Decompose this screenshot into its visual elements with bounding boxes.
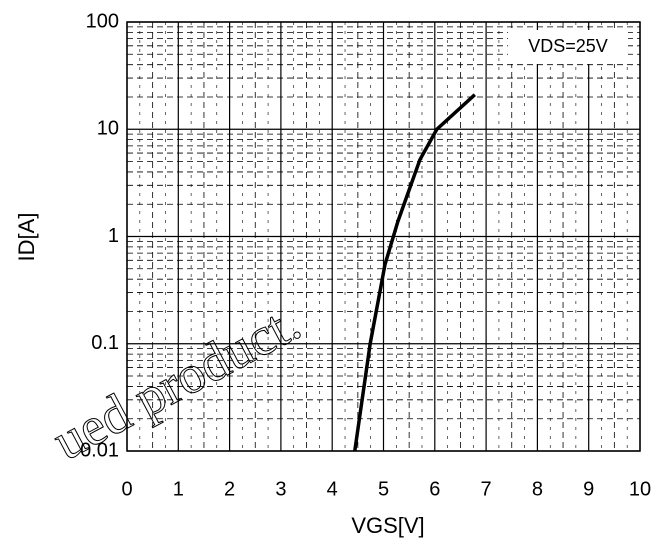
watermark: ued product.: [43, 292, 309, 472]
x-tick-label: 0: [121, 478, 132, 500]
y-axis-label: ID[A]: [14, 213, 39, 262]
x-tick-label: 5: [378, 478, 389, 500]
x-tick-label: 8: [532, 478, 543, 500]
x-axis-label: VGS[V]: [351, 513, 424, 538]
annotation: VDS=25V: [528, 36, 608, 56]
x-tick-label: 1: [173, 478, 184, 500]
annotation-box: [508, 30, 628, 64]
plot-frame: [126, 21, 641, 452]
x-tick-label: 9: [583, 478, 594, 500]
x-tick-label: 2: [224, 478, 235, 500]
x-tick-label: 7: [481, 478, 492, 500]
x-tick-label: 4: [327, 478, 338, 500]
y-tick-label: 1: [108, 225, 119, 247]
data-line: [353, 93, 476, 452]
x-tick-label: 3: [275, 478, 286, 500]
y-tick-label: 100: [86, 10, 119, 32]
y-tick-label: 10: [97, 118, 119, 140]
x-tick-label: 6: [429, 478, 440, 500]
x-tick-label: 10: [629, 478, 651, 500]
y-tick-label: 0.1: [91, 332, 119, 354]
y-tick-label: 0.01: [80, 439, 119, 461]
